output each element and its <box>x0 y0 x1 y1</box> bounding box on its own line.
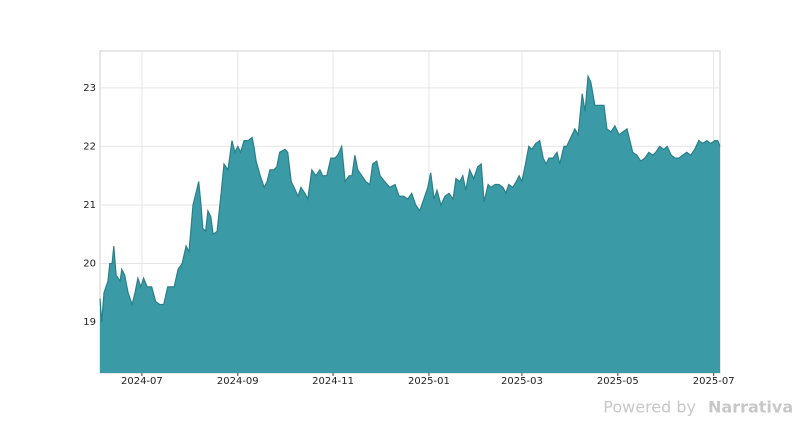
x-tick-label: 2025-05 <box>597 376 639 387</box>
x-tick-label: 2025-03 <box>501 376 543 387</box>
footer-prefix: Powered by <box>603 398 696 417</box>
x-tick-label: 2024-11 <box>312 376 354 387</box>
y-tick-label: 22 <box>83 141 96 152</box>
x-tick-label: 2024-07 <box>121 376 163 387</box>
y-tick-label: 21 <box>83 200 96 211</box>
footer-brand: Narrativa <box>708 398 793 417</box>
y-tick-label: 20 <box>83 259 96 270</box>
x-tick-label: 2024-09 <box>217 376 259 387</box>
x-tick-label: 2025-07 <box>693 376 735 387</box>
y-tick-label: 19 <box>83 317 96 328</box>
y-tick-label: 23 <box>83 83 96 94</box>
area <box>100 76 720 373</box>
x-tick-label: 2025-01 <box>408 376 450 387</box>
area-line <box>99 73 721 323</box>
